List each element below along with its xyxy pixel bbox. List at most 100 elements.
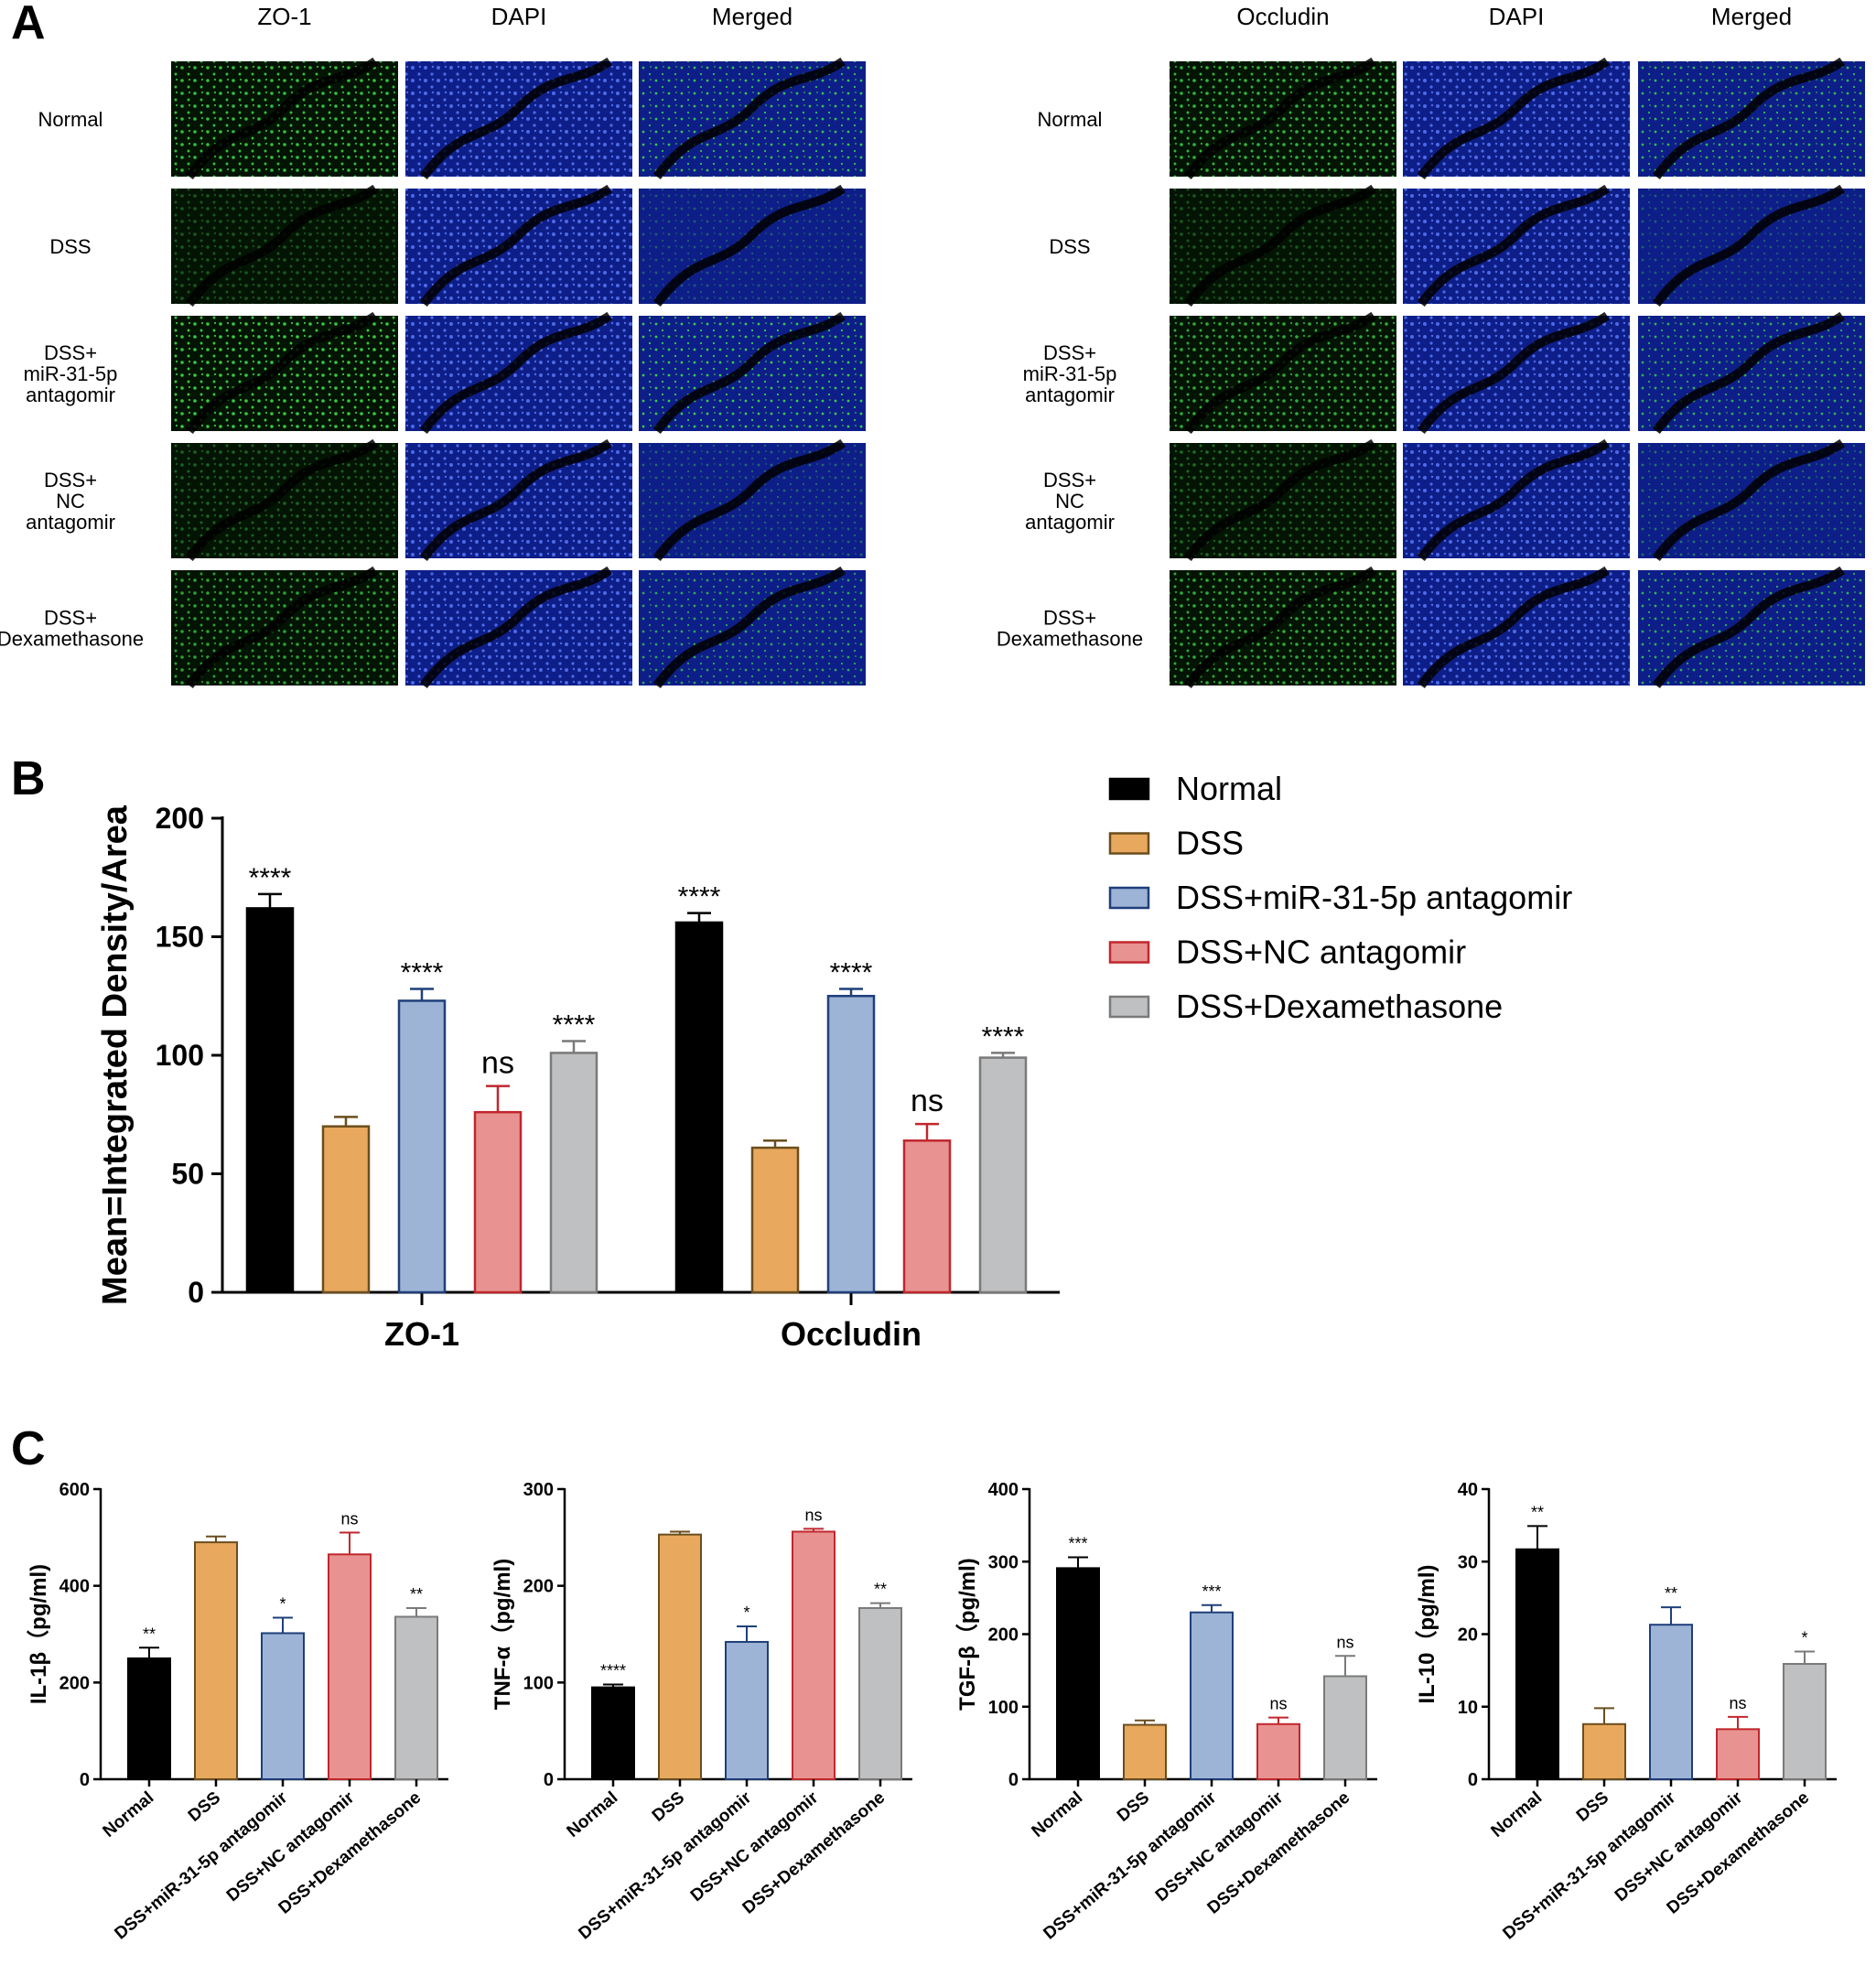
micrograph-left-green-4 [171, 566, 398, 688]
row-label-left-4-1: Dexamethasone [0, 628, 144, 651]
micrograph-right-dapi-2 [1403, 311, 1630, 434]
bar-dss [1582, 1722, 1626, 1781]
micrograph-right-green-1 [1170, 184, 1396, 307]
significance-b: ns [481, 1046, 514, 1081]
micrograph-left-merged-3 [639, 438, 866, 561]
micrograph-right-merged-1 [1638, 184, 1865, 307]
legend-swatch-dss-nc-antagomir [1108, 941, 1150, 964]
row-label-right-3-2: antagomir [1025, 511, 1115, 534]
legend-swatch-dss-mir-31-5p-antagomir [1108, 886, 1150, 910]
category-label-dss: DSS [1114, 1788, 1153, 1826]
bar-dss-mir-31-5p-antagomir [1649, 1624, 1693, 1781]
legend-swatch-dss-dexamethasone [1108, 995, 1150, 1019]
y-tick-label-b: 100 [156, 1039, 204, 1072]
legend-label-dss-mir-31-5p-antagomir: DSS+miR-31-5p antagomir [1176, 879, 1572, 916]
chart-tnf-pg-ml: 0 100 200 300 TNF-α（pg/ml) **** Normal DSS * DSS+… [491, 1480, 912, 1944]
y-tick-label-b: 50 [171, 1158, 204, 1191]
significance: ns [1729, 1694, 1746, 1712]
bar-dss-dexamethasone [1783, 1662, 1827, 1781]
panel-letter-a: A [11, 0, 46, 49]
row-label-left-1-0: DSS [49, 235, 91, 258]
column-header-left-zo-1: ZO-1 [257, 3, 311, 30]
row-label-left-2-2: antagomir [26, 383, 115, 406]
micrograph-left-green-1 [171, 184, 398, 307]
micrograph-right-merged-0 [1638, 57, 1865, 179]
panel-letter-c: C [11, 1422, 46, 1475]
row-label-right-2-1: miR-31-5p [1023, 362, 1117, 385]
row-label-right-1-0: DSS [1049, 235, 1090, 258]
bar-zo-1-dss [321, 1125, 371, 1294]
significance: **** [600, 1661, 626, 1679]
panel-letter-b: B [11, 752, 46, 805]
y-axis-title: TGF-β（pg/ml) [955, 1558, 980, 1711]
micrograph-right-merged-4 [1638, 566, 1865, 688]
y-tick-label: 0 [544, 1770, 554, 1790]
bar-normal [591, 1686, 635, 1781]
bar-dss-nc-antagomir [1256, 1722, 1300, 1781]
significance: * [279, 1595, 286, 1614]
significance-b: **** [982, 1021, 1025, 1052]
group-label-zo-1: ZO-1 [384, 1315, 459, 1353]
category-label-normal: Normal [1488, 1788, 1547, 1841]
significance: ** [1531, 1503, 1544, 1521]
row-label-right-3-0: DSS+ [1043, 469, 1096, 491]
legend-label-dss-dexamethasone: DSS+Dexamethasone [1176, 988, 1503, 1025]
significance-b: **** [553, 1010, 596, 1040]
micrograph-left-green-3 [171, 438, 398, 561]
bar-normal [1056, 1567, 1100, 1780]
bar-dss-mir-31-5p-antagomir [725, 1640, 769, 1781]
category-label-dss-nc-antagomir: DSS+NC antagomir [223, 1787, 359, 1906]
significance-b: **** [401, 957, 444, 988]
bar-occludin-dss-dexamethasone [978, 1056, 1028, 1294]
significance: *** [1068, 1534, 1087, 1552]
y-tick-label: 100 [523, 1673, 554, 1693]
micrograph-right-green-0 [1170, 57, 1396, 179]
micrograph-left-merged-1 [639, 184, 866, 307]
column-header-right-dapi: DAPI [1489, 3, 1545, 30]
bar-dss-nc-antagomir [328, 1553, 372, 1780]
significance: * [743, 1603, 749, 1622]
micrograph-left-dapi-0 [405, 57, 632, 179]
group-label-occludin: Occludin [781, 1315, 922, 1353]
chart-tgf-pg-ml: 0 100 200 300 400 TGF-β（pg/ml) *** Normal DSS ***… [955, 1480, 1377, 1944]
bar-dss-mir-31-5p-antagomir [1190, 1611, 1234, 1780]
bar-zo-1-dss-nc-antagomir [473, 1110, 523, 1294]
significance: *** [1202, 1582, 1221, 1601]
legend-label-dss-nc-antagomir: DSS+NC antagomir [1176, 934, 1466, 971]
bar-dss [658, 1533, 702, 1780]
micrograph-right-green-2 [1170, 311, 1396, 434]
significance: ** [410, 1585, 423, 1603]
bar-occludin-dss-nc-antagomir [902, 1139, 952, 1294]
bar-dss-dexamethasone [394, 1615, 438, 1780]
micrograph-left-dapi-3 [405, 438, 632, 561]
micrograph-left-green-2 [171, 311, 398, 434]
y-axis-title: IL-10（pg/ml) [1415, 1564, 1439, 1703]
legend-label-normal: Normal [1176, 770, 1282, 807]
bar-occludin-dss-mir-31-5p-antagomir [826, 995, 876, 1294]
bar-zo-1-dss-mir-31-5p-antagomir [397, 999, 447, 1294]
y-tick-label: 300 [988, 1552, 1019, 1572]
legend-swatch-dss [1108, 832, 1150, 855]
y-tick-label-b: 150 [156, 921, 204, 954]
y-tick-label: 40 [1458, 1480, 1478, 1500]
micrograph-left-merged-2 [639, 311, 866, 434]
y-tick-label-b: 0 [188, 1276, 204, 1309]
category-label-dss: DSS [1573, 1788, 1612, 1826]
significance: ns [1336, 1633, 1353, 1651]
significance-b: **** [830, 957, 873, 988]
row-label-left-3-2: antagomir [26, 511, 115, 534]
significance-b: **** [249, 863, 292, 893]
micrograph-right-merged-2 [1638, 311, 1865, 434]
micrograph-left-dapi-4 [405, 566, 632, 688]
bar-occludin-normal [674, 921, 724, 1294]
row-label-right-4-1: Dexamethasone [997, 628, 1143, 651]
bar-zo-1-dss-dexamethasone [549, 1052, 598, 1294]
y-tick-label: 0 [1008, 1770, 1019, 1790]
significance-b: ns [911, 1084, 943, 1118]
significance: ns [340, 1510, 358, 1528]
legend-swatch-normal [1108, 777, 1150, 801]
y-tick-label: 300 [523, 1480, 554, 1500]
micrograph-left-green-0 [171, 57, 398, 179]
row-label-right-2-0: DSS+ [1043, 341, 1096, 364]
